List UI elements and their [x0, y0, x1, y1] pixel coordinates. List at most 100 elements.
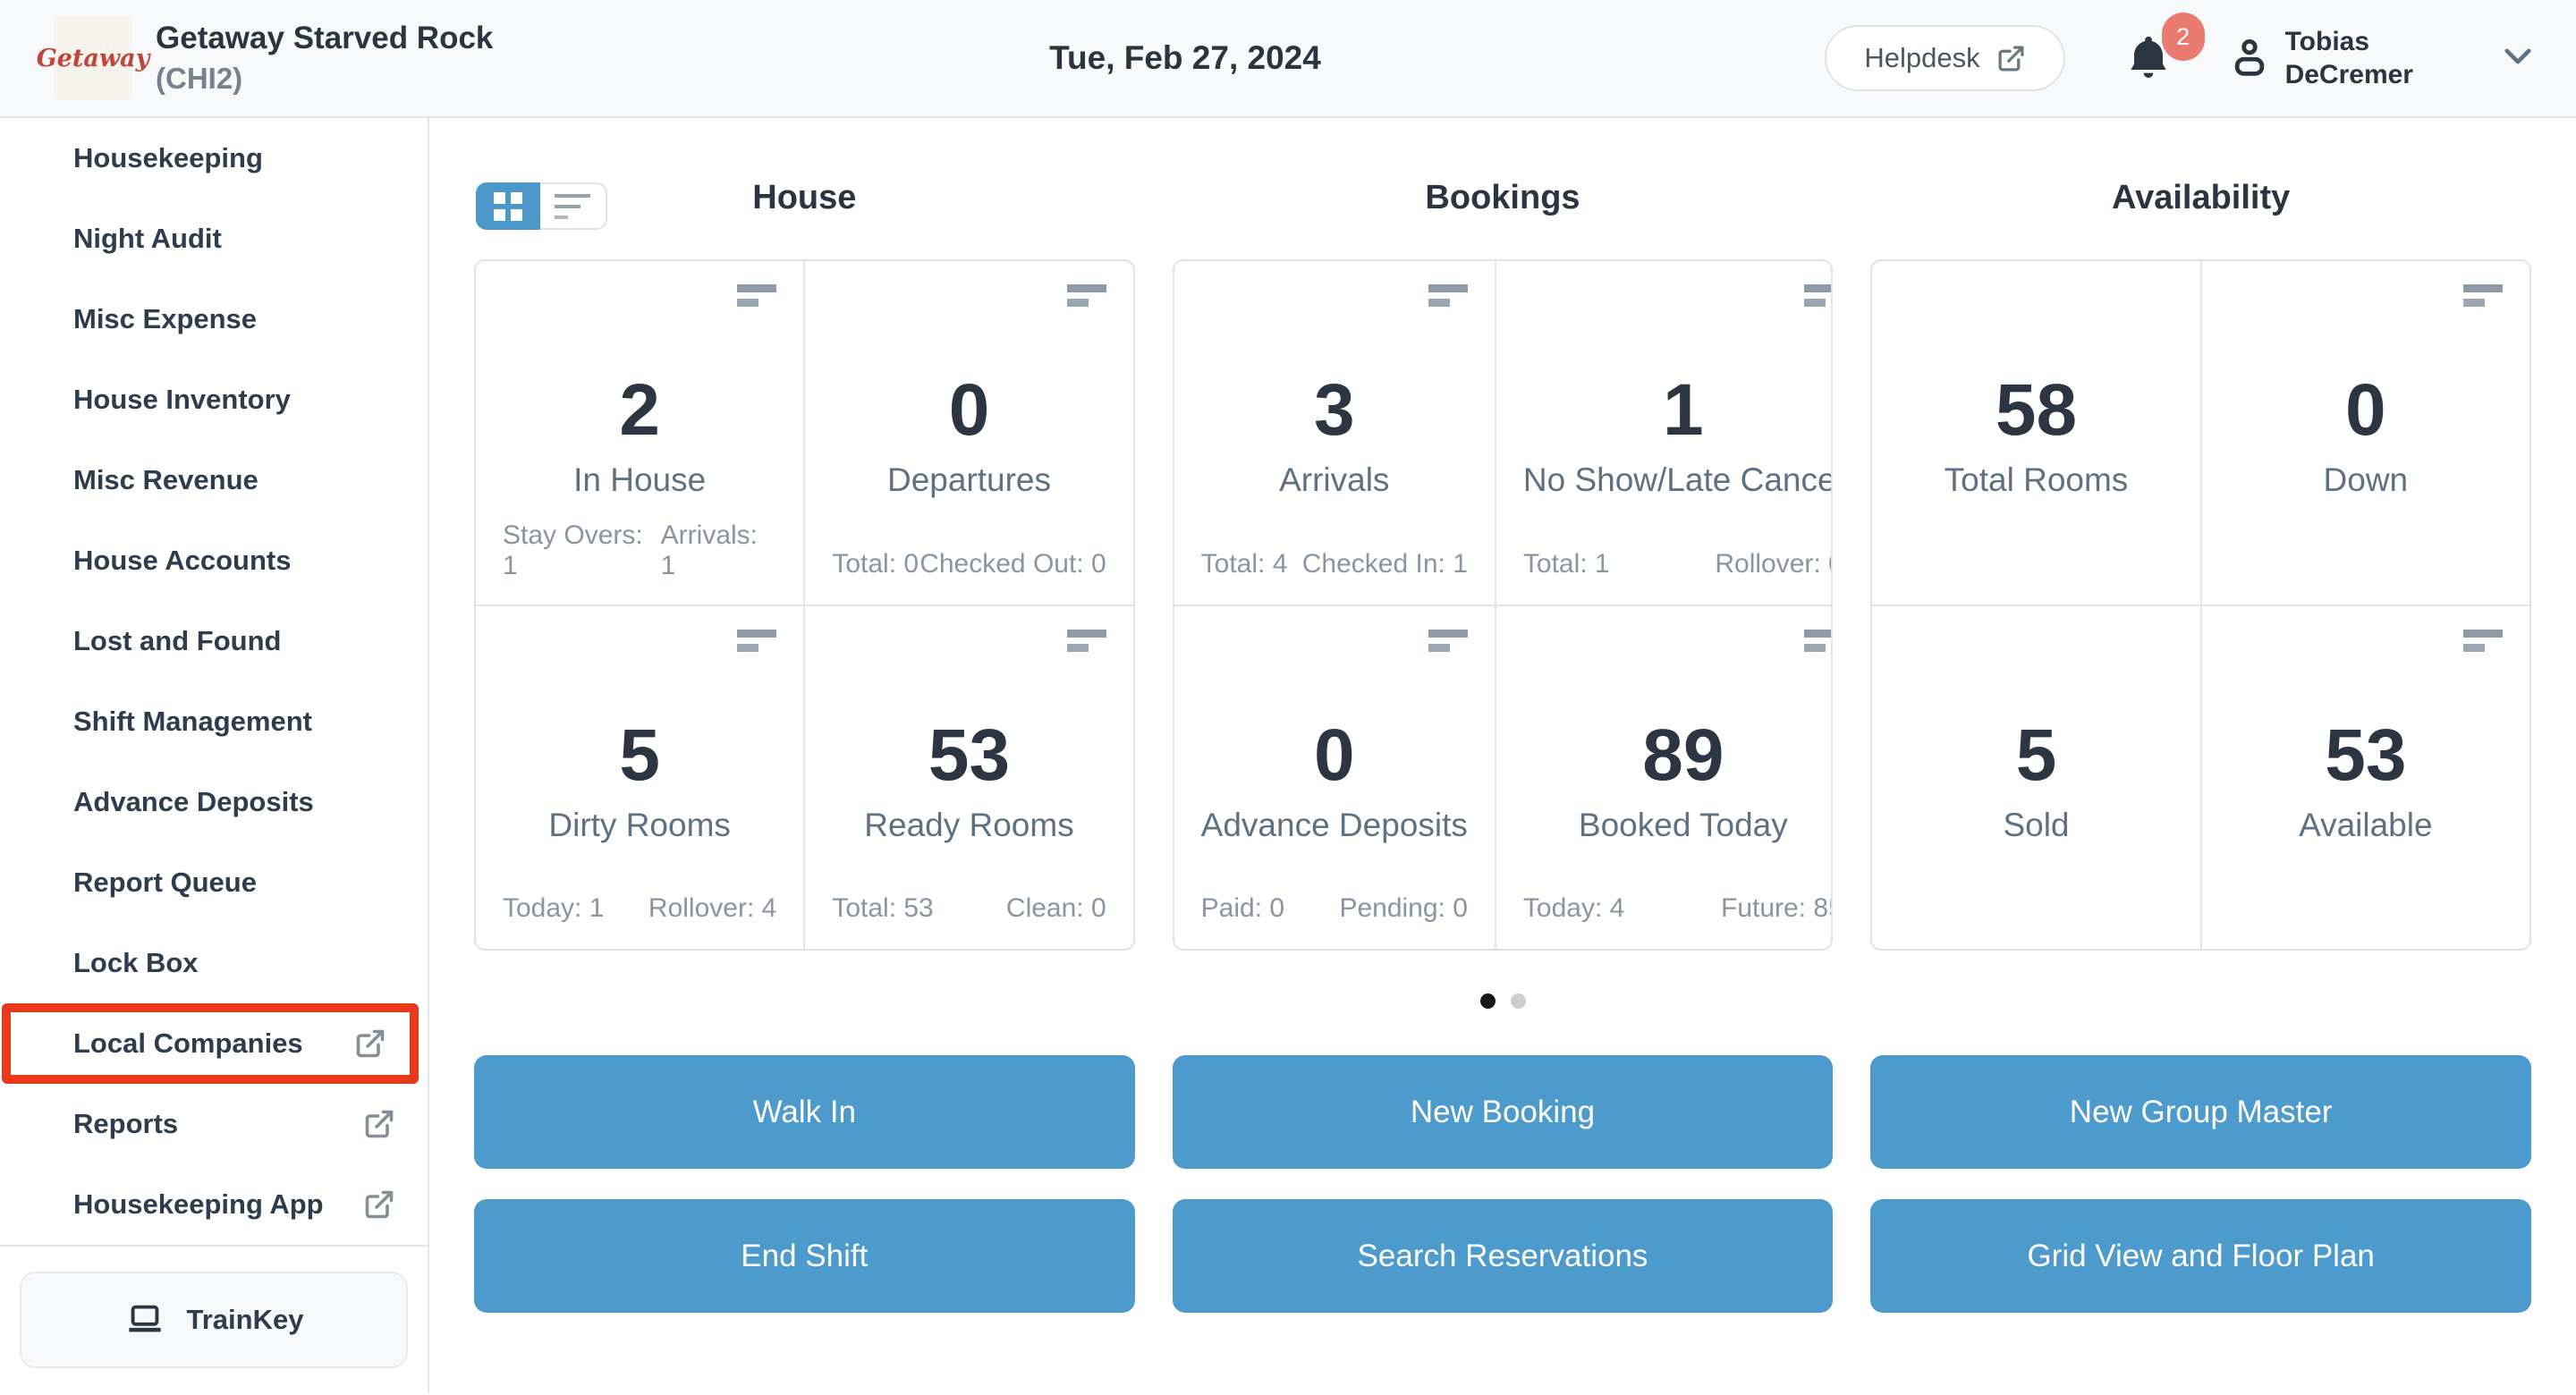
card-stat-right: Arrivals: 1: [660, 520, 758, 580]
header-right-cluster: Helpdesk 2 Tobias DeCremer: [1825, 13, 2537, 92]
card-label: Booked Today: [1578, 806, 1788, 843]
card-stat-right: Future: 85: [1721, 893, 1834, 923]
card-menu-icon[interactable]: [737, 284, 777, 307]
stat-card-groups: 2 In House Stay Overs: 1 Arrivals: 1 0 D…: [474, 259, 2531, 951]
sidebar-item-night-audit[interactable]: Night Audit: [73, 223, 222, 254]
card-departures: 0 Departures Total: 0 Checked Out: 0: [805, 261, 1133, 604]
sidebar-item-house-accounts[interactable]: House Accounts: [73, 545, 292, 576]
pagination-dot[interactable]: [1479, 993, 1496, 1009]
app-header: Getaway Getaway Starved Rock (CHI2) Tue,…: [0, 0, 2576, 118]
sidebar-bottom: TrainKey: [0, 1245, 428, 1395]
sidebar-item-lost-and-found[interactable]: Lost and Found: [73, 625, 282, 656]
card-value: 0: [1313, 714, 1355, 796]
sidebar-item-misc-expense[interactable]: Misc Expense: [73, 303, 258, 334]
card-stat-right: Clean: 0: [1005, 893, 1106, 923]
helpdesk-button[interactable]: Helpdesk: [1825, 25, 2065, 91]
sidebar-item-report-queue[interactable]: Report Queue: [73, 867, 257, 898]
card-value: 0: [948, 369, 990, 451]
card-menu-icon[interactable]: [1066, 284, 1106, 307]
card-menu-icon[interactable]: [1428, 629, 1468, 652]
trainkey-button[interactable]: TrainKey: [20, 1272, 408, 1368]
list-view-button[interactable]: [540, 182, 607, 230]
card-stat-right: Checked Out: 0: [919, 548, 1106, 579]
card-stat-left: Today: 1: [503, 893, 605, 923]
search-reservations-button[interactable]: Search Reservations: [1172, 1199, 1834, 1313]
card-label: In House: [573, 461, 707, 498]
external-link-icon: [1998, 45, 2024, 72]
sidebar-item-local-companies[interactable]: Local Companies: [2, 1003, 419, 1084]
sidebar-item-housekeeping[interactable]: Housekeeping: [73, 142, 263, 173]
grid-view-icon: [494, 191, 522, 221]
helpdesk-label: Helpdesk: [1864, 42, 1980, 73]
pagination-dot[interactable]: [1510, 993, 1526, 1009]
card-value: 3: [1313, 369, 1355, 451]
card-arrivals: 3 Arrivals Total: 4 Checked In: 1: [1174, 261, 1495, 604]
card-footer: [1899, 549, 2173, 581]
new-group-master-button[interactable]: New Group Master: [1870, 1055, 2531, 1169]
group-house: 2 In House Stay Overs: 1 Arrivals: 1 0 D…: [474, 259, 1135, 951]
card-label: Total Rooms: [1944, 461, 2129, 498]
trainkey-label: TrainKey: [186, 1304, 304, 1335]
view-toggle: [476, 182, 607, 230]
user-menu[interactable]: Tobias DeCremer: [2226, 25, 2413, 92]
notification-badge: 2: [2161, 13, 2205, 61]
sidebar-item-advance-deposits[interactable]: Advance Deposits: [73, 786, 314, 817]
sidebar-item-house-inventory[interactable]: House Inventory: [73, 384, 291, 415]
card-label: No Show/Late Cancel: [1522, 461, 1834, 498]
sidebar-item-reports[interactable]: Reports: [0, 1084, 428, 1164]
sidebar-item-housekeeping-app[interactable]: Housekeeping App: [0, 1164, 428, 1245]
sidebar-item-misc-revenue[interactable]: Misc Revenue: [73, 464, 258, 495]
card-footer: Total: 53 Clean: 0: [832, 893, 1106, 926]
card-available: 53 Available: [2201, 605, 2529, 949]
card-menu-icon[interactable]: [1066, 629, 1106, 652]
card-footer: Total: 4 Checked In: 1: [1201, 549, 1468, 581]
notification-bell-icon[interactable]: 2: [2123, 13, 2205, 84]
card-menu-icon[interactable]: [1803, 629, 1832, 652]
card-value: 53: [2325, 714, 2407, 796]
card-menu-icon[interactable]: [2463, 629, 2503, 652]
card-value: 2: [619, 369, 660, 451]
section-title-availability: Availability: [2112, 179, 2291, 216]
user-last-name: DeCremer: [2284, 60, 2413, 89]
card-label: Dirty Rooms: [548, 806, 731, 843]
card-menu-icon[interactable]: [737, 629, 777, 652]
card-dirty-rooms: 5 Dirty Rooms Today: 1 Rollover: 4: [476, 605, 804, 949]
card-down: 0 Down: [2201, 261, 2529, 604]
card-value: 5: [619, 714, 660, 796]
card-footer: [2229, 893, 2503, 926]
card-menu-icon[interactable]: [2463, 284, 2503, 307]
sidebar: Housekeeping Night Audit Misc Expense Ho…: [0, 118, 429, 1393]
sidebar-item-lock-box[interactable]: Lock Box: [73, 947, 199, 978]
card-menu-icon[interactable]: [1803, 284, 1832, 307]
property-title-block: Getaway Starved Rock (CHI2): [156, 18, 493, 98]
external-link-icon: [356, 1029, 385, 1058]
section-title-bookings: Bookings: [1425, 179, 1580, 216]
grid-view-floor-plan-button[interactable]: Grid View and Floor Plan: [1870, 1199, 2531, 1313]
card-footer: Paid: 0 Pending: 0: [1201, 893, 1468, 926]
group-bookings: 3 Arrivals Total: 4 Checked In: 1 1 No S…: [1172, 259, 1834, 951]
card-booked-today: 89 Booked Today Today: 4 Future: 85: [1496, 605, 1834, 949]
card-label: Departures: [886, 461, 1051, 498]
card-label: Sold: [2003, 806, 2070, 843]
card-stat-left: Total: 1: [1522, 548, 1610, 579]
external-link-icon: [365, 1190, 394, 1219]
walk-in-button[interactable]: Walk In: [474, 1055, 1135, 1169]
group-availability: 58 Total Rooms 0 Down 5 Sold 53 Availabl…: [1870, 259, 2531, 951]
card-stat-left: Today: 4: [1522, 893, 1625, 923]
card-stat-right: Checked In: 1: [1301, 548, 1468, 579]
card-stat-right: Rollover: 4: [648, 893, 777, 923]
card-footer: Stay Overs: 1 Arrivals: 1: [503, 520, 776, 581]
dashboard-main: House Bookings Availability 2 In House S…: [429, 118, 2576, 1393]
card-label: Available: [2299, 806, 2433, 843]
grid-view-button[interactable]: [476, 182, 540, 230]
card-ready-rooms: 53 Ready Rooms Total: 53 Clean: 0: [805, 605, 1133, 949]
card-footer: Total: 1 Rollover: 0: [1522, 548, 1834, 581]
sidebar-item-shift-management[interactable]: Shift Management: [73, 706, 312, 737]
current-date: Tue, Feb 27, 2024: [1049, 39, 1321, 76]
new-booking-button[interactable]: New Booking: [1172, 1055, 1834, 1169]
card-menu-icon[interactable]: [1428, 284, 1468, 307]
chevron-down-icon[interactable]: [2499, 38, 2537, 80]
card-stat-right: Rollover: 0: [1715, 548, 1834, 579]
end-shift-button[interactable]: End Shift: [474, 1199, 1135, 1313]
card-value: 0: [2345, 369, 2386, 451]
